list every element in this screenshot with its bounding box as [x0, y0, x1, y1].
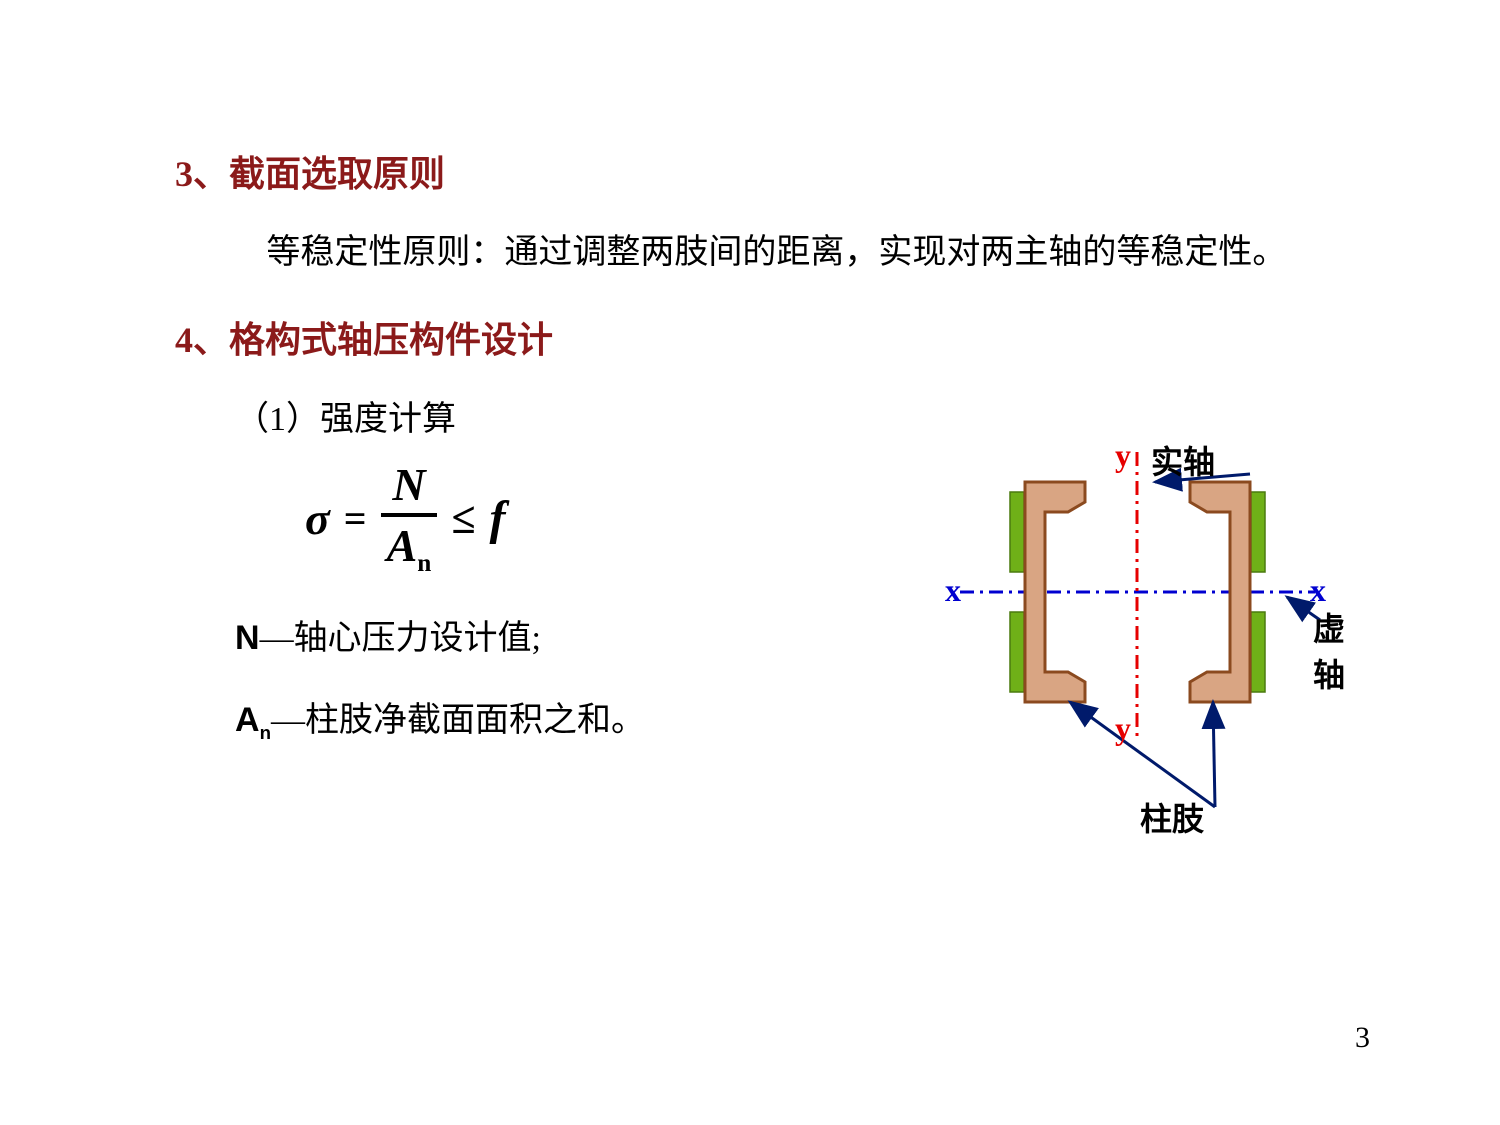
fraction: N An	[381, 458, 438, 578]
section4-title: 4、格构式轴压构件设计	[175, 311, 1400, 363]
section-diagram: y y x x 实轴 虚轴 柱肢	[955, 432, 1375, 852]
page-number: 3	[1355, 1021, 1370, 1055]
fraction-denominator: An	[381, 517, 438, 578]
rhs-symbol: f	[490, 491, 506, 546]
sigma-symbol: σ	[305, 492, 330, 545]
real-axis-label: 实轴	[1151, 437, 1215, 483]
section3-body: 等稳定性原则：通过调整两肢间的距离，实现对两主轴的等稳定性。	[195, 225, 1380, 281]
section3-title: 3、截面选取原则	[175, 145, 1400, 197]
virtual-axis-label: 虚轴	[1313, 604, 1375, 696]
y-axis-top-label: y	[1115, 437, 1131, 474]
y-axis-bottom-label: y	[1115, 710, 1131, 747]
leq-symbol: ≤	[451, 493, 475, 544]
equals-symbol: =	[344, 495, 367, 542]
fraction-numerator: N	[386, 458, 431, 513]
x-axis-left-label: x	[945, 572, 961, 609]
column-limb-label: 柱肢	[1140, 794, 1204, 840]
